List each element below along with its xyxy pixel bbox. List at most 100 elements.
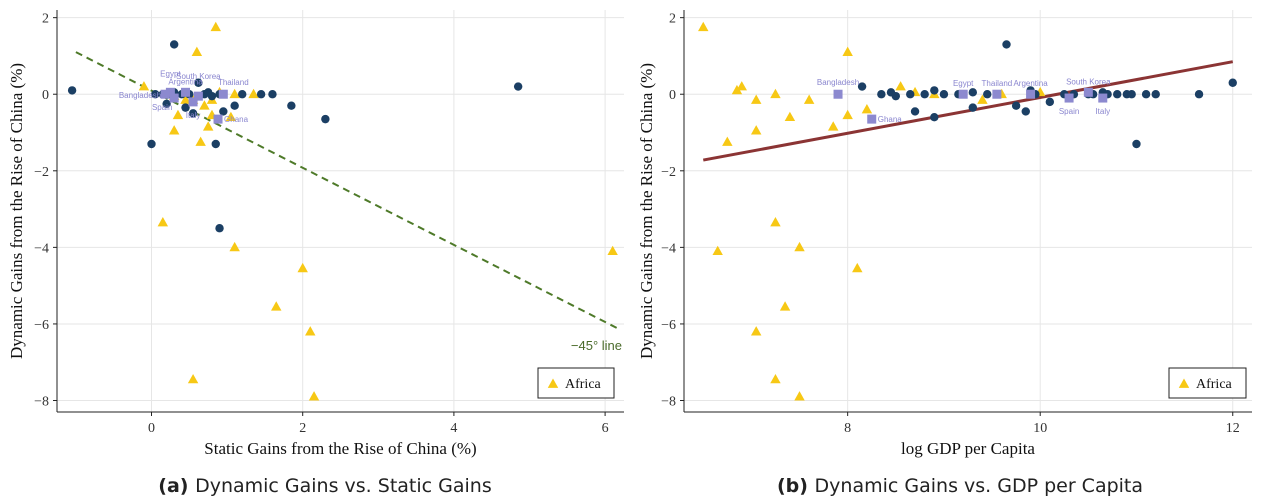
africa-point: [305, 326, 316, 336]
country-point: [1228, 78, 1237, 87]
country-point: [1151, 90, 1160, 99]
country-point: [230, 101, 239, 110]
highlight-point: [181, 87, 191, 97]
highlight-point: [160, 89, 170, 99]
country-point: [1021, 107, 1030, 116]
country-point: [211, 139, 220, 149]
africa-point: [168, 125, 180, 135]
country-point: [268, 90, 277, 99]
africa-point: [895, 81, 906, 91]
africa-point: [803, 94, 815, 104]
country-point: [1127, 90, 1136, 99]
africa-point: [712, 245, 723, 256]
africa-point: [138, 81, 150, 91]
country-point: [238, 90, 247, 99]
country-point: [1194, 90, 1204, 99]
y-tick-label: 2: [42, 12, 49, 27]
country-point: [877, 90, 886, 99]
country-point: [930, 86, 939, 95]
chart-panel-b: 2 0 −2 −4 −6 −8 8 10 12 log GDP per Capita Dynamic…: [637, 10, 1252, 497]
point-label: Spain: [1059, 107, 1079, 116]
country-point: [194, 78, 203, 87]
country-point: [930, 113, 939, 122]
africa-point: [784, 111, 796, 122]
point-label: South Korea: [1066, 77, 1111, 86]
highlight-point: [188, 97, 198, 107]
country-point: [920, 90, 929, 99]
y-tick-label: −4: [661, 241, 676, 256]
highlight-point: [218, 89, 228, 99]
point-label: Argentina: [168, 77, 203, 86]
africa-point: [229, 88, 240, 99]
africa-point: [225, 111, 237, 122]
africa-point: [770, 88, 781, 99]
legend: Africa: [1168, 367, 1247, 399]
country-point: [906, 90, 915, 99]
country-point: [215, 224, 224, 233]
africa-point: [750, 326, 762, 336]
country-point: [256, 90, 266, 99]
y-axis-title: Dynamic Gains from the Rise of China (%): [637, 63, 656, 359]
country-point: [910, 107, 920, 116]
africa-point: [736, 81, 747, 91]
country-point: [287, 101, 296, 110]
y-tick-label: −6: [34, 318, 49, 333]
africa-point: [779, 301, 791, 311]
country-point: [1045, 97, 1055, 107]
country-point: [968, 103, 978, 112]
y-tick-label: 0: [42, 88, 49, 103]
country-point: [983, 90, 992, 99]
country-point: [181, 103, 190, 112]
africa-point: [199, 100, 210, 110]
highlight-point: [169, 93, 179, 103]
country-point: [886, 88, 896, 97]
africa-point: [157, 216, 169, 227]
africa-point: [172, 109, 184, 120]
africa-point: [852, 262, 863, 273]
country-point: [939, 90, 949, 99]
y-tick-label: −2: [34, 165, 49, 180]
panel-caption: (b) Dynamic Gains vs. GDP per Capita: [777, 475, 1143, 497]
y-tick-label: 0: [669, 88, 676, 103]
reference-line-label: −45° line: [571, 338, 622, 353]
country-point: [1002, 40, 1011, 49]
country-point: [857, 82, 867, 91]
country-point: [1011, 101, 1021, 110]
y-axis-title: Dynamic Gains from the Rise of China (%): [7, 63, 26, 359]
caption-prefix: (b): [777, 475, 815, 497]
africa-point: [842, 109, 853, 120]
highlight-point: [958, 89, 968, 99]
legend-triangle-icon: [1178, 378, 1190, 388]
africa-point: [248, 88, 259, 99]
x-tick-label: 2: [299, 421, 306, 436]
highlight-point: [992, 89, 1002, 99]
x-tick-label: 8: [844, 421, 851, 436]
africa-point: [750, 94, 762, 104]
africa-point: [731, 84, 743, 95]
africa-point: [794, 391, 805, 401]
country-point: [219, 107, 228, 116]
country-point: [151, 90, 160, 99]
africa-point: [210, 21, 221, 32]
africa-point: [195, 136, 206, 146]
africa-point: [698, 21, 709, 32]
point-label: Bangladesh: [817, 78, 859, 87]
country-point: [1113, 90, 1122, 99]
africa-point: [308, 391, 320, 401]
highlight-point: [213, 114, 223, 124]
point-label: Bangladesh: [119, 91, 161, 100]
point-label: Ghana: [224, 115, 249, 124]
africa-point: [827, 121, 839, 131]
highlight-point: [1064, 93, 1074, 103]
country-point: [169, 40, 179, 49]
africa-point: [750, 125, 762, 135]
y-tick-label: −2: [661, 165, 676, 180]
point-label: Spain: [152, 103, 172, 112]
legend-triangle-icon: [547, 378, 559, 388]
point-label: South Korea: [176, 72, 221, 81]
point-label: Ghana: [878, 115, 903, 124]
point-label: Italy: [1095, 107, 1110, 116]
africa-point: [607, 245, 618, 256]
caption-text: Dynamic Gains vs. Static Gains: [195, 475, 492, 497]
